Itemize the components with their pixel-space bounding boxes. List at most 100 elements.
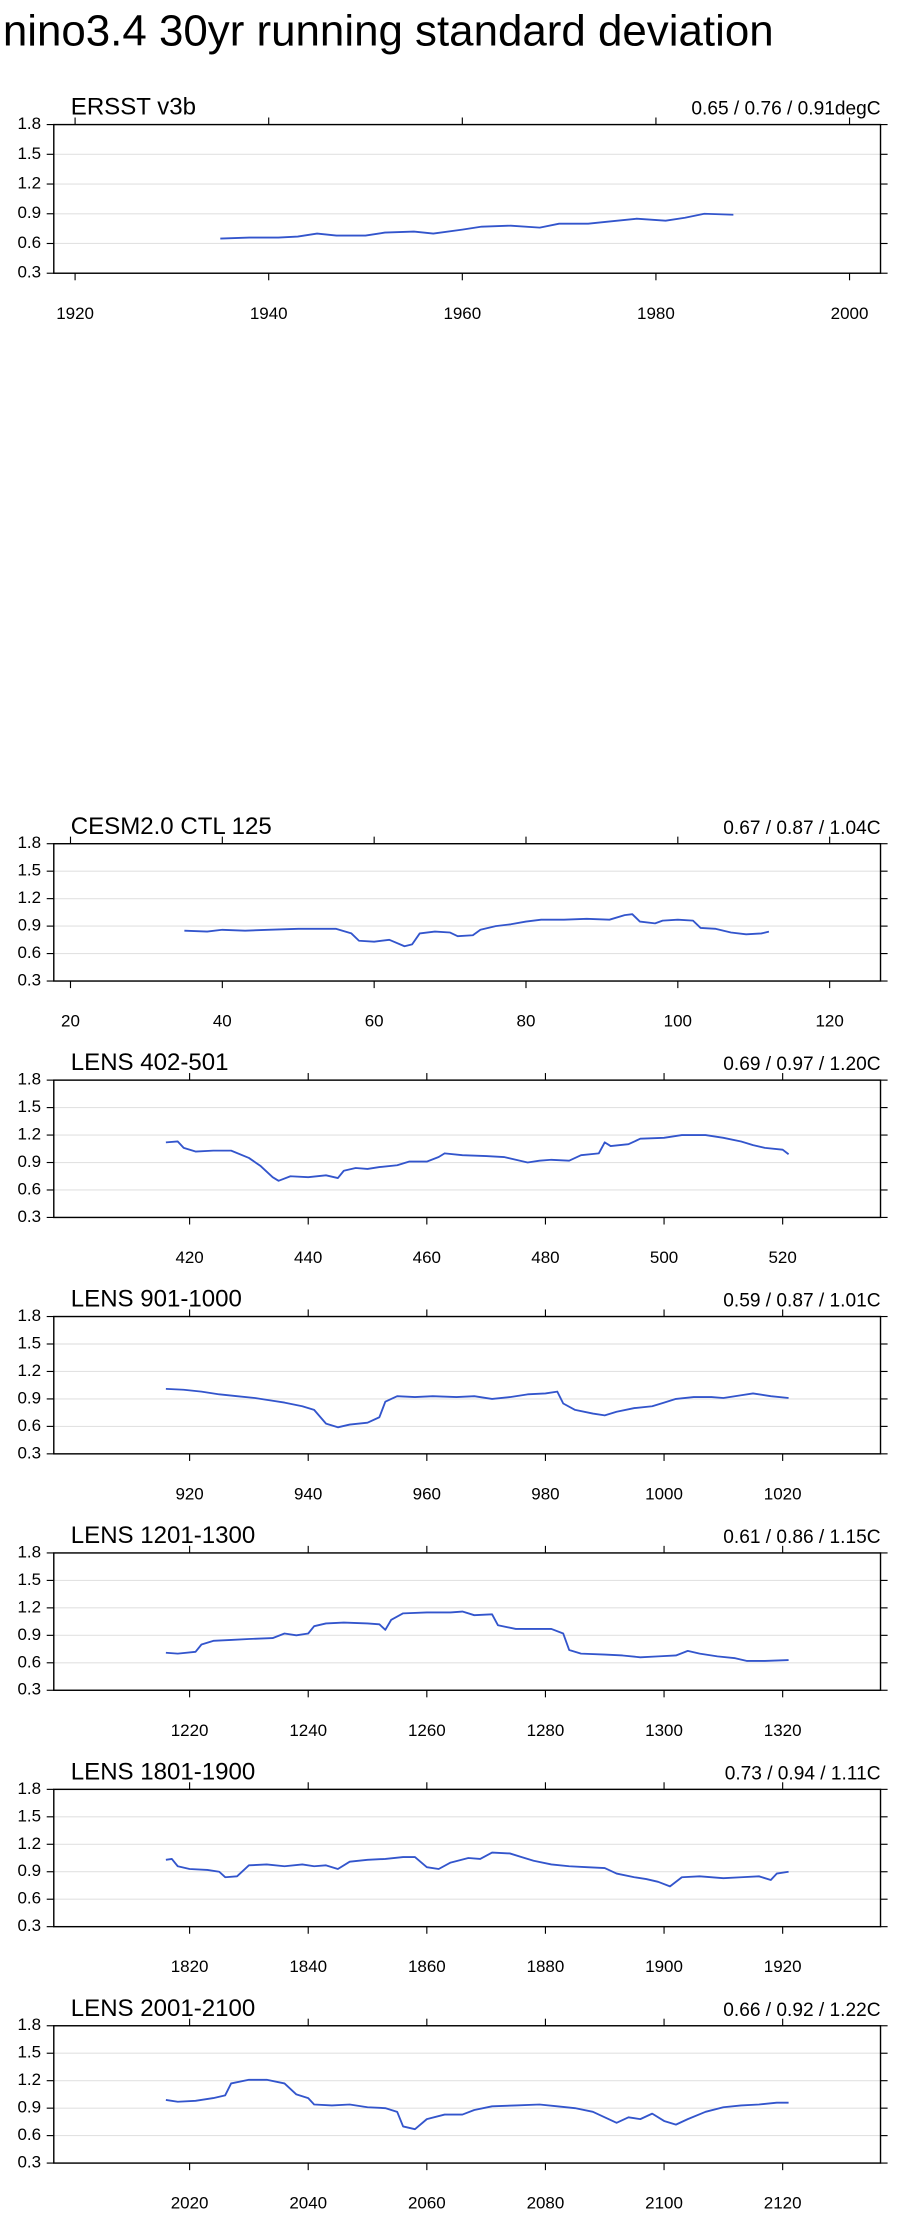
x-tick-label: 480 xyxy=(531,1248,559,1267)
y-tick-label: 0.3 xyxy=(17,1207,41,1226)
y-tick-label: 0.6 xyxy=(17,943,41,962)
y-tick-label: 1.8 xyxy=(17,1542,41,1561)
x-tick-label: 500 xyxy=(650,1248,678,1267)
plot-frame xyxy=(53,1079,882,1219)
x-tick-label: 1980 xyxy=(637,304,675,323)
x-tick-label: 1940 xyxy=(250,304,288,323)
y-tick-label: 1.8 xyxy=(17,2015,41,2034)
y-tick-label: 1.5 xyxy=(17,2043,41,2062)
y-tick-label: 1.5 xyxy=(17,1806,41,1825)
x-tick-label: 2060 xyxy=(408,2194,446,2213)
x-tick-label: 1220 xyxy=(171,1721,209,1740)
panel-title: LENS 1801-1900 xyxy=(71,1758,256,1785)
y-tick-label: 0.6 xyxy=(17,2125,41,2144)
y-tick-label: 0.6 xyxy=(17,1416,41,1435)
y-tick-label: 0.3 xyxy=(17,1916,41,1935)
y-tick-label: 1.5 xyxy=(17,1333,41,1352)
y-tick-label: 1.2 xyxy=(17,1361,41,1380)
y-tick-label: 0.3 xyxy=(17,971,41,990)
panel-subtitle: 0.67 / 0.87 / 1.04C xyxy=(723,818,880,839)
y-tick-label: 0.9 xyxy=(17,203,41,222)
page-title: nino3.4 30yr running standard deviation xyxy=(3,6,774,55)
x-tick-label: 1320 xyxy=(764,1721,802,1740)
y-tick-label: 0.6 xyxy=(17,233,41,252)
y-tick-label: 0.3 xyxy=(17,2153,41,2172)
plot-frame xyxy=(53,123,882,274)
plot-frame xyxy=(53,1552,882,1691)
x-tick-label: 1260 xyxy=(408,1721,446,1740)
plot-frame xyxy=(53,843,882,982)
y-tick-label: 1.5 xyxy=(17,1570,41,1589)
x-tick-label: 1960 xyxy=(443,304,481,323)
y-tick-label: 1.8 xyxy=(17,833,41,852)
panel-subtitle: 0.66 / 0.92 / 1.22C xyxy=(723,2000,880,2021)
x-tick-label: 20 xyxy=(61,1012,80,1031)
y-tick-label: 0.6 xyxy=(17,1179,41,1198)
y-tick-label: 0.6 xyxy=(17,1652,41,1671)
data-line xyxy=(165,2078,789,2131)
x-tick-label: 940 xyxy=(294,1484,322,1503)
y-tick-label: 1.2 xyxy=(17,174,41,193)
data-line xyxy=(165,1851,789,1888)
panel-subtitle: 0.73 / 0.94 / 1.11C xyxy=(725,1763,881,1784)
y-tick-label: 0.9 xyxy=(17,1861,41,1880)
x-tick-label: 420 xyxy=(175,1248,203,1267)
x-tick-label: 440 xyxy=(294,1248,322,1267)
panel-subtitle: 0.65 / 0.76 / 0.91degC xyxy=(691,99,880,120)
x-tick-label: 1020 xyxy=(764,1484,802,1503)
x-tick-label: 100 xyxy=(664,1012,692,1031)
x-tick-label: 2040 xyxy=(289,2194,327,2213)
y-tick-label: 0.3 xyxy=(17,263,41,282)
data-line xyxy=(165,1134,790,1182)
plot-frame xyxy=(53,1315,882,1455)
panel-title: LENS 2001-2100 xyxy=(71,1995,256,2022)
x-tick-label: 1880 xyxy=(527,1957,565,1976)
y-tick-label: 0.9 xyxy=(17,916,41,935)
y-tick-label: 1.2 xyxy=(17,1834,41,1853)
y-tick-label: 0.9 xyxy=(17,1625,41,1644)
y-tick-label: 1.5 xyxy=(17,861,41,880)
y-tick-label: 1.2 xyxy=(17,888,41,907)
x-tick-label: 920 xyxy=(175,1484,203,1503)
x-tick-label: 2020 xyxy=(171,2194,209,2213)
panel-title: CESM2.0 CTL 125 xyxy=(71,813,272,840)
x-tick-label: 40 xyxy=(213,1012,232,1031)
x-tick-label: 520 xyxy=(769,1248,797,1267)
plot-frame xyxy=(53,2025,882,2164)
panel-title: LENS 402-501 xyxy=(71,1049,229,1076)
x-tick-label: 60 xyxy=(365,1012,384,1031)
y-tick-label: 1.8 xyxy=(17,114,41,133)
panel-subtitle: 0.69 / 0.97 / 1.20C xyxy=(723,1054,880,1075)
x-tick-label: 1920 xyxy=(56,304,94,323)
x-tick-label: 1820 xyxy=(171,1957,209,1976)
x-tick-label: 980 xyxy=(531,1484,559,1503)
plot-frame xyxy=(53,1788,882,1928)
x-tick-label: 120 xyxy=(815,1012,843,1031)
x-tick-label: 80 xyxy=(517,1012,536,1031)
panel-title: LENS 1201-1300 xyxy=(71,1522,256,1549)
x-tick-label: 2120 xyxy=(764,2194,802,2213)
panel-title: ERSST v3b xyxy=(71,94,196,121)
y-tick-label: 1.5 xyxy=(17,1097,41,1116)
x-tick-label: 1860 xyxy=(408,1957,446,1976)
y-tick-label: 1.8 xyxy=(17,1306,41,1325)
x-tick-label: 460 xyxy=(413,1248,441,1267)
x-tick-label: 2100 xyxy=(645,2194,683,2213)
x-tick-label: 1280 xyxy=(527,1721,565,1740)
y-tick-label: 0.9 xyxy=(17,1388,41,1407)
y-tick-label: 1.2 xyxy=(17,1597,41,1616)
y-tick-label: 0.9 xyxy=(17,1152,41,1171)
y-tick-label: 0.3 xyxy=(17,1680,41,1699)
y-tick-label: 1.2 xyxy=(17,2070,41,2089)
y-tick-label: 1.2 xyxy=(17,1125,41,1144)
x-tick-label: 1000 xyxy=(645,1484,683,1503)
data-line xyxy=(220,212,734,240)
y-tick-label: 0.9 xyxy=(17,2098,41,2117)
panel-title: LENS 901-1000 xyxy=(71,1286,242,1313)
x-tick-label: 1300 xyxy=(645,1721,683,1740)
x-tick-label: 960 xyxy=(413,1484,441,1503)
data-line xyxy=(165,1387,789,1429)
x-tick-label: 1240 xyxy=(289,1721,327,1740)
